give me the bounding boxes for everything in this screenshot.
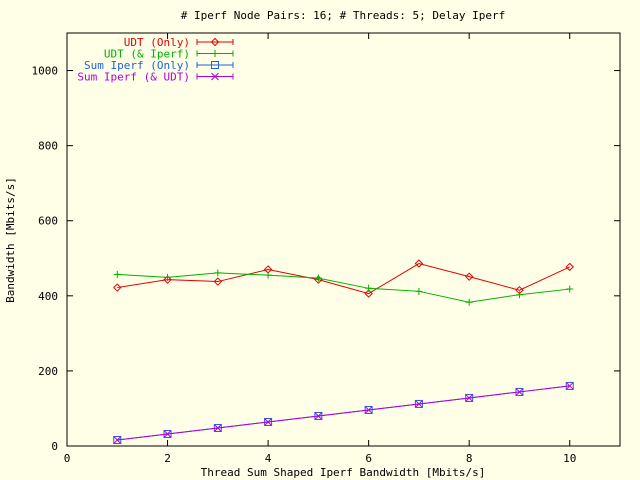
legend-end-caps	[196, 50, 234, 57]
legend: UDT (Only)UDT (& Iperf)Sum Iperf (Only)S…	[77, 36, 234, 84]
series-line	[117, 272, 570, 303]
data-point	[163, 430, 172, 438]
series-3	[113, 382, 574, 444]
series-line	[117, 262, 570, 295]
data-point	[264, 271, 272, 279]
y-tick-label: 0	[51, 440, 58, 453]
y-axis-label: Bandwidth [Mbits/s]	[4, 177, 17, 303]
legend-label: Sum Iperf (Only)	[84, 59, 190, 72]
data-point	[515, 291, 523, 299]
data-point	[364, 289, 373, 298]
data-point	[566, 285, 574, 293]
data-point	[415, 287, 423, 295]
data-point	[214, 269, 222, 277]
x-tick-label: 2	[164, 452, 171, 465]
data-point	[464, 272, 474, 281]
data-point	[213, 424, 222, 432]
x-tick-label: 0	[64, 452, 71, 465]
x-tick-label: 6	[365, 452, 372, 465]
data-point	[565, 382, 574, 390]
chart-title: # Iperf Node Pairs: 16; # Threads: 5; De…	[181, 9, 506, 22]
legend-marker	[211, 50, 219, 57]
y-tick-label: 1000	[32, 65, 59, 78]
data-point	[314, 412, 323, 420]
legend-marker	[211, 72, 219, 81]
legend-end-caps	[196, 39, 234, 45]
legend-label: UDT (Only)	[124, 36, 190, 49]
data-point	[113, 283, 122, 292]
data-point	[515, 388, 524, 396]
data-point	[113, 436, 122, 444]
data-point	[314, 274, 322, 282]
series-line	[117, 385, 570, 441]
legend-label: Sum Iperf (& UDT)	[77, 71, 190, 84]
legend-end-caps	[196, 62, 234, 68]
y-tick-label: 400	[38, 290, 58, 303]
data-point	[213, 277, 223, 286]
y-tick-label: 600	[38, 215, 58, 228]
data-point	[365, 284, 373, 292]
data-point	[465, 298, 473, 306]
x-axis-label: Thread Sum Shaped Iperf Bandwidth [Mbits…	[201, 466, 486, 479]
data-point	[163, 275, 172, 284]
series-1	[113, 269, 574, 306]
data-point	[414, 259, 424, 268]
data-point	[565, 262, 574, 272]
series-0	[113, 259, 574, 298]
data-point	[164, 273, 172, 281]
y-tick-label: 200	[38, 365, 58, 378]
legend-marker	[211, 61, 219, 69]
data-point	[113, 270, 121, 278]
x-tick-label: 10	[563, 452, 576, 465]
legend-marker	[210, 37, 220, 47]
data-point	[264, 418, 272, 426]
x-tick-label: 8	[466, 452, 473, 465]
legend-end-caps	[196, 73, 234, 80]
data-point	[364, 406, 373, 414]
plot-area	[66, 32, 621, 447]
x-tick-label: 4	[265, 452, 272, 465]
data-point	[465, 394, 474, 402]
legend-label: UDT (& Iperf)	[104, 48, 190, 61]
axis-ticks: 0 2 4 6 8 10 0 200 400 600 800 1000	[32, 33, 620, 465]
series-layer	[113, 259, 574, 444]
data-point	[415, 400, 423, 408]
y-tick-label: 800	[38, 140, 58, 153]
